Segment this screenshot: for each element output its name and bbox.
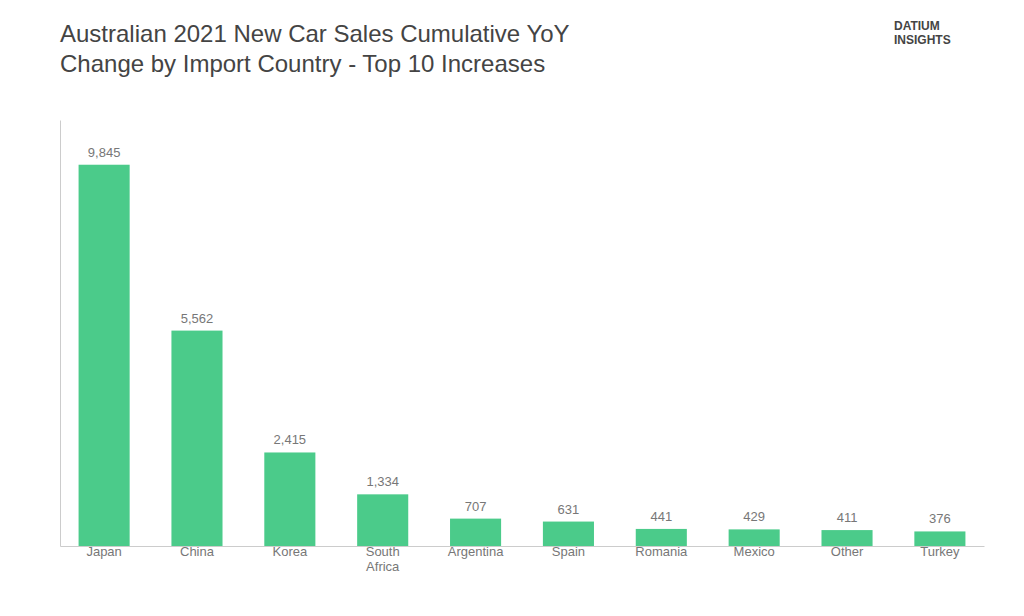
x-tick: Korea [272, 544, 307, 559]
x-tick: China [180, 544, 215, 559]
y-axis-line [60, 121, 61, 547]
x-tick-label: Spain [552, 544, 585, 559]
x-tick: Argentina [448, 544, 504, 559]
data-label: 1,334 [366, 474, 399, 489]
data-label: 411 [837, 510, 858, 525]
x-tick-label: Argentina [448, 544, 504, 559]
text-line: Other [831, 544, 864, 559]
text-line: Romania [635, 544, 688, 559]
text-line: China [180, 544, 215, 559]
text-line: Africa [366, 559, 400, 574]
text-line: Argentina [448, 544, 504, 559]
x-tick-label: SouthAfrica [366, 544, 400, 574]
bars [79, 165, 966, 546]
x-tick: Turkey [920, 544, 960, 559]
x-tick-label: Other [831, 544, 864, 559]
bar [264, 452, 315, 546]
text-line: South [366, 544, 400, 559]
y-axis [60, 121, 61, 547]
text-line: Japan [86, 544, 121, 559]
x-tick-label: Mexico [734, 544, 775, 559]
data-label: 376 [929, 511, 951, 526]
x-tick-label: China [180, 544, 215, 559]
data-label: 441 [650, 509, 672, 524]
x-tick-label: Japan [86, 544, 121, 559]
x-tick-label: Korea [272, 544, 307, 559]
bar [79, 165, 130, 546]
x-tick: Romania [635, 544, 688, 559]
bar [171, 331, 222, 546]
text-line: Australian 2021 New Car Sales Cumulative… [60, 20, 570, 47]
text-line: DATIUM [894, 19, 940, 33]
bar [357, 494, 408, 546]
data-label: 9,845 [88, 145, 121, 160]
text-line: INSIGHTS [894, 33, 951, 47]
text-line: Mexico [734, 544, 775, 559]
x-tick: Other [831, 544, 864, 559]
bar [450, 519, 501, 546]
data-label: 429 [743, 509, 765, 524]
x-tick: SouthAfrica [366, 544, 400, 574]
x-tick-label: Turkey [920, 544, 960, 559]
x-tick-label: Romania [635, 544, 688, 559]
plot: 9,845 5,562 2,415 1,334 707 631 441 429 411 376 Ja… [61, 121, 985, 574]
bar [543, 522, 594, 546]
chart: Australian 2021 New Car Sales Cumulative… [0, 0, 1024, 616]
x-tick: Mexico [734, 544, 775, 559]
data-label: 2,415 [274, 432, 307, 447]
data-label: 5,562 [181, 311, 214, 326]
text-line: Turkey [920, 544, 960, 559]
data-labels: 9,845 5,562 2,415 1,334 707 631 441 429 411 376 [88, 145, 951, 527]
annotation: DATIUMINSIGHTS [894, 19, 951, 47]
title: Australian 2021 New Car Sales Cumulative… [60, 20, 570, 77]
text-line: Change by Import Country - Top 10 Increa… [60, 50, 545, 77]
data-label: 631 [558, 502, 580, 517]
x-tick: Spain [552, 544, 585, 559]
text-line: Spain [552, 544, 585, 559]
text-line: Korea [272, 544, 307, 559]
x-tick: Japan [86, 544, 121, 559]
data-label: 707 [465, 499, 487, 514]
x-axis: Japan China Korea SouthAfrica Argentina Spain… [61, 544, 985, 574]
